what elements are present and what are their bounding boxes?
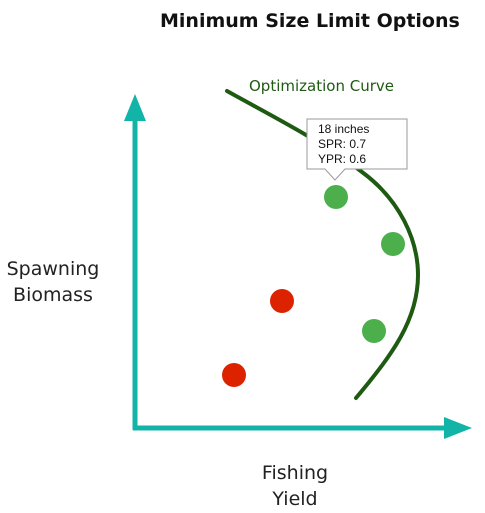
y-axis-arrowhead [124, 94, 146, 121]
red-point[interactable] [222, 363, 246, 387]
callout-text: 18 inches SPR: 0.7 YPR: 0.6 [307, 119, 407, 169]
x-axis-label-line-1: Fishing [261, 462, 329, 484]
y-axis-label: Spawning Biomass [0, 256, 106, 308]
green-point-18-inches[interactable] [324, 185, 348, 209]
callout-box [306, 118, 408, 181]
y-axis-label-line-1: Spawning [6, 258, 100, 280]
y-axis-label-line-2: Biomass [13, 284, 93, 306]
optimization-curve [225, 89, 421, 400]
callout-line-size: 18 inches [318, 122, 370, 136]
curve-label: Optimization Curve [249, 77, 394, 95]
green-point[interactable] [362, 319, 386, 343]
green-point[interactable] [381, 232, 405, 256]
diagram-title: Minimum Size Limit Options [160, 10, 460, 32]
red-point[interactable] [270, 289, 294, 313]
callout-line-spr: SPR: 0.7 [318, 137, 367, 151]
x-axis-label: Fishing Yield [240, 460, 350, 512]
x-axis-label-line-2: Yield [272, 488, 318, 510]
callout-line-ypr: YPR: 0.6 [318, 152, 367, 166]
x-axis-arrowhead [444, 417, 472, 439]
